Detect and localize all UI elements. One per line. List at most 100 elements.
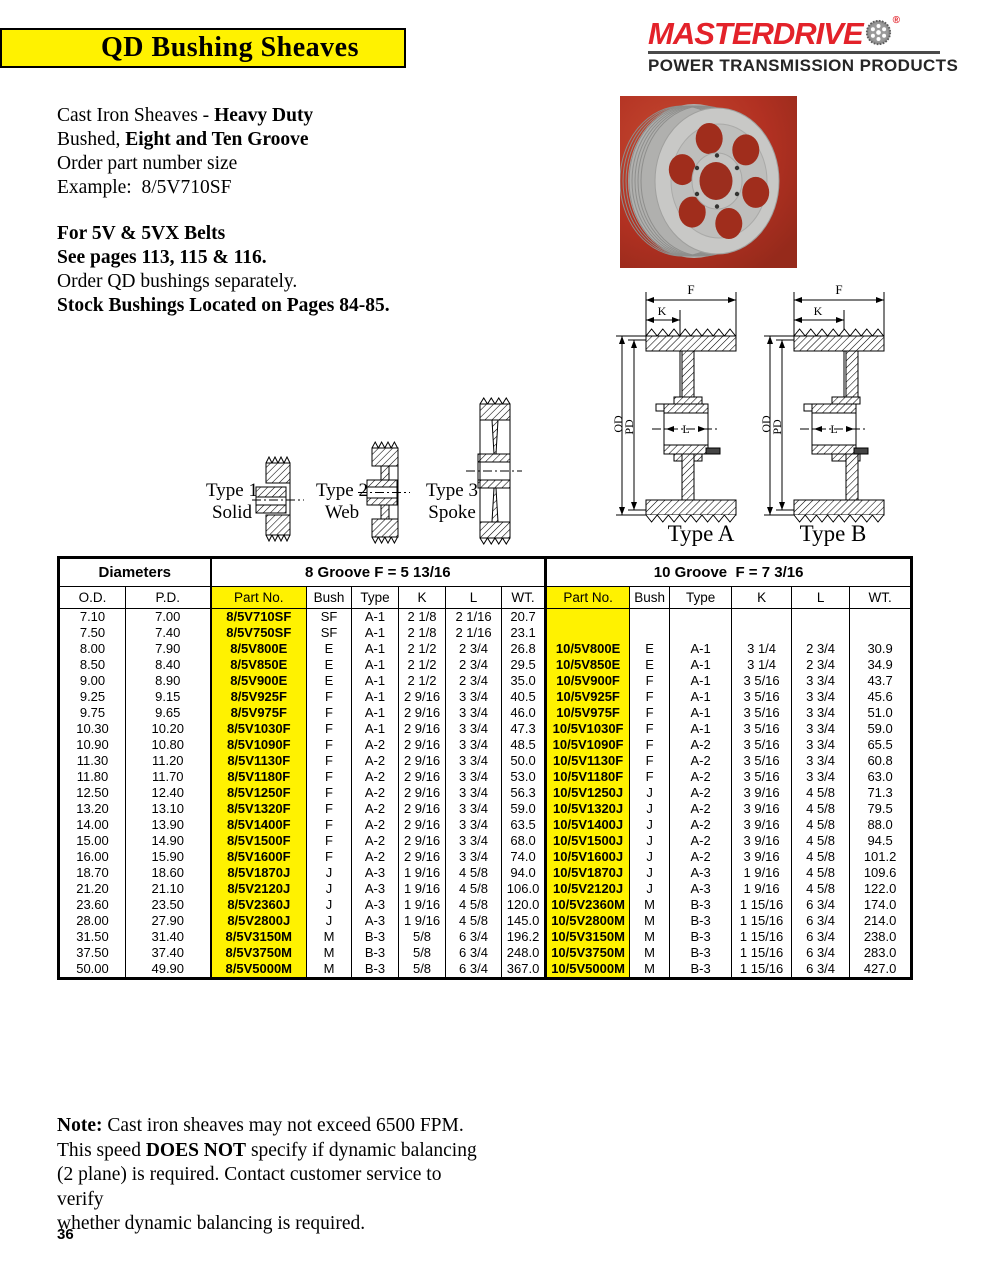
column-header: L	[791, 586, 851, 609]
cell: B-3	[669, 913, 733, 929]
cell: 2 1/16	[445, 625, 503, 641]
group-header: Diameters	[57, 557, 212, 587]
cell: 1 15/16	[731, 913, 793, 929]
cell: 7.90	[124, 641, 212, 657]
cell: 8/5V1250F	[209, 785, 308, 801]
cell: 10/5V1180F	[544, 769, 631, 785]
text-segment: Cast iron sheaves may not exceed 6500 FP…	[57, 1115, 464, 1161]
cell: 2 3/4	[791, 641, 851, 657]
belt-info: For 5V & 5VX Belts See pages 113, 115 & …	[57, 222, 390, 318]
cell: 2 1/2	[398, 673, 447, 689]
table-row: 15.00 14.90 8/5V1500F F A-2 2 9/16 3 3/4 68.0 10…	[58, 833, 913, 849]
table-row: 10.90 10.80 8/5V1090F F A-2 2 9/16 3 3/4 48.5 10…	[58, 737, 913, 753]
cell: E	[306, 657, 353, 673]
cell: 3 3/4	[445, 769, 503, 785]
cell: 8/5V2360J	[209, 897, 308, 913]
cell: M	[306, 929, 353, 945]
cell: M	[306, 945, 353, 961]
cell: A-2	[351, 801, 400, 817]
cell: 6 3/4	[445, 945, 503, 961]
cell: 6 3/4	[445, 929, 503, 945]
cell: 8/5V1500F	[209, 833, 308, 849]
type1-label: Type 1 Solid	[200, 480, 264, 524]
cell: 15.90	[124, 849, 212, 865]
cell: A-2	[351, 737, 400, 753]
sheave-wheel-icon	[865, 19, 891, 46]
cell: A-3	[351, 881, 400, 897]
text-segment: For 5V & 5VX Belts	[57, 223, 226, 244]
cell: A-1	[669, 721, 733, 737]
cell: 3 3/4	[791, 721, 851, 737]
cell: 94.5	[849, 833, 913, 849]
cell: 3 9/16	[731, 849, 793, 865]
cell	[849, 608, 913, 625]
cell: 8/5V1130F	[209, 753, 308, 769]
cell: 120.0	[501, 897, 547, 913]
cell: M	[629, 961, 671, 979]
cell	[669, 625, 733, 641]
cell: E	[306, 673, 353, 689]
cell: 4 5/8	[791, 817, 851, 833]
column-header: Part No.	[544, 586, 631, 609]
cell: 122.0	[849, 881, 913, 897]
cell: 10/5V5000M	[544, 961, 631, 979]
cell: 2 9/16	[398, 753, 447, 769]
cell: B-3	[669, 945, 733, 961]
cell: F	[306, 689, 353, 705]
cell: 3 1/4	[731, 641, 793, 657]
cell: 8/5V1600F	[209, 849, 308, 865]
cell: J	[629, 817, 671, 833]
dim-l-label: L	[682, 422, 689, 436]
table-row: 9.00 8.90 8/5V900E E A-1 2 1/2 2 3/4 35.0 10/5V9…	[58, 673, 913, 689]
cell: 2 1/8	[398, 608, 447, 625]
cell: 8/5V3150M	[209, 929, 308, 945]
text-segment: specify if dynamic balancing (2 plane) i…	[57, 1139, 477, 1235]
column-header: L	[445, 586, 503, 609]
cell: 2 9/16	[398, 849, 447, 865]
text-segment: Order part number size Example: 8/5V710S…	[57, 153, 238, 198]
cell: A-2	[351, 785, 400, 801]
table-row: 12.50 12.40 8/5V1250F F A-2 2 9/16 3 3/4 56.3 10…	[58, 785, 913, 801]
cell: B-3	[351, 961, 400, 979]
cell: 8/5V1180F	[209, 769, 308, 785]
cell: 10/5V2120J	[544, 881, 631, 897]
cell: 3 3/4	[445, 753, 503, 769]
cell: 10/5V3750M	[544, 945, 631, 961]
cell: 3 3/4	[791, 673, 851, 689]
cell: 2 1/2	[398, 641, 447, 657]
cell: 8/5V850E	[209, 657, 308, 673]
cell: 14.00	[58, 817, 126, 833]
group-header: 10 Groove F = 7 3/16	[544, 557, 913, 587]
cell: J	[306, 897, 353, 913]
table-row: 9.75 9.65 8/5V975F F A-1 2 9/16 3 3/4 46.0 10/5V…	[58, 705, 913, 721]
type2-line1: Type 2	[316, 480, 368, 501]
cell: 8.50	[58, 657, 126, 673]
cell: 1 9/16	[398, 897, 447, 913]
cell: 283.0	[849, 945, 913, 961]
cell: A-2	[351, 849, 400, 865]
cell: A-2	[669, 801, 733, 817]
cell: A-1	[351, 673, 400, 689]
dim-od-label: OD	[762, 415, 773, 433]
cell: 214.0	[849, 913, 913, 929]
cell: 9.75	[58, 705, 126, 721]
cell: 3 5/16	[731, 673, 793, 689]
cell: B-3	[351, 929, 400, 945]
cell: 18.60	[124, 865, 212, 881]
cell: A-1	[669, 641, 733, 657]
cell	[669, 608, 733, 625]
table-row: 37.50 37.40 8/5V3750M M B-3 5/8 6 3/4 248.0 10/5…	[58, 945, 913, 961]
cell: 6 3/4	[791, 945, 851, 961]
cell: A-1	[351, 641, 400, 657]
table-row: 9.25 9.15 8/5V925F F A-1 2 9/16 3 3/4 40.5 10/5V…	[58, 689, 913, 705]
cell: 26.8	[501, 641, 547, 657]
cell: 238.0	[849, 929, 913, 945]
cell: 7.40	[124, 625, 212, 641]
cell: 2 9/16	[398, 817, 447, 833]
cell: 427.0	[849, 961, 913, 979]
table-row: 11.30 11.20 8/5V1130F F A-2 2 9/16 3 3/4 50.0 10…	[58, 753, 913, 769]
column-header: O.D.	[58, 586, 126, 609]
cell: 10/5V2800M	[544, 913, 631, 929]
dim-pd-label: PD	[770, 419, 784, 435]
table-row: 31.50 31.40 8/5V3150M M B-3 5/8 6 3/4 196.2 10/5…	[58, 929, 913, 945]
